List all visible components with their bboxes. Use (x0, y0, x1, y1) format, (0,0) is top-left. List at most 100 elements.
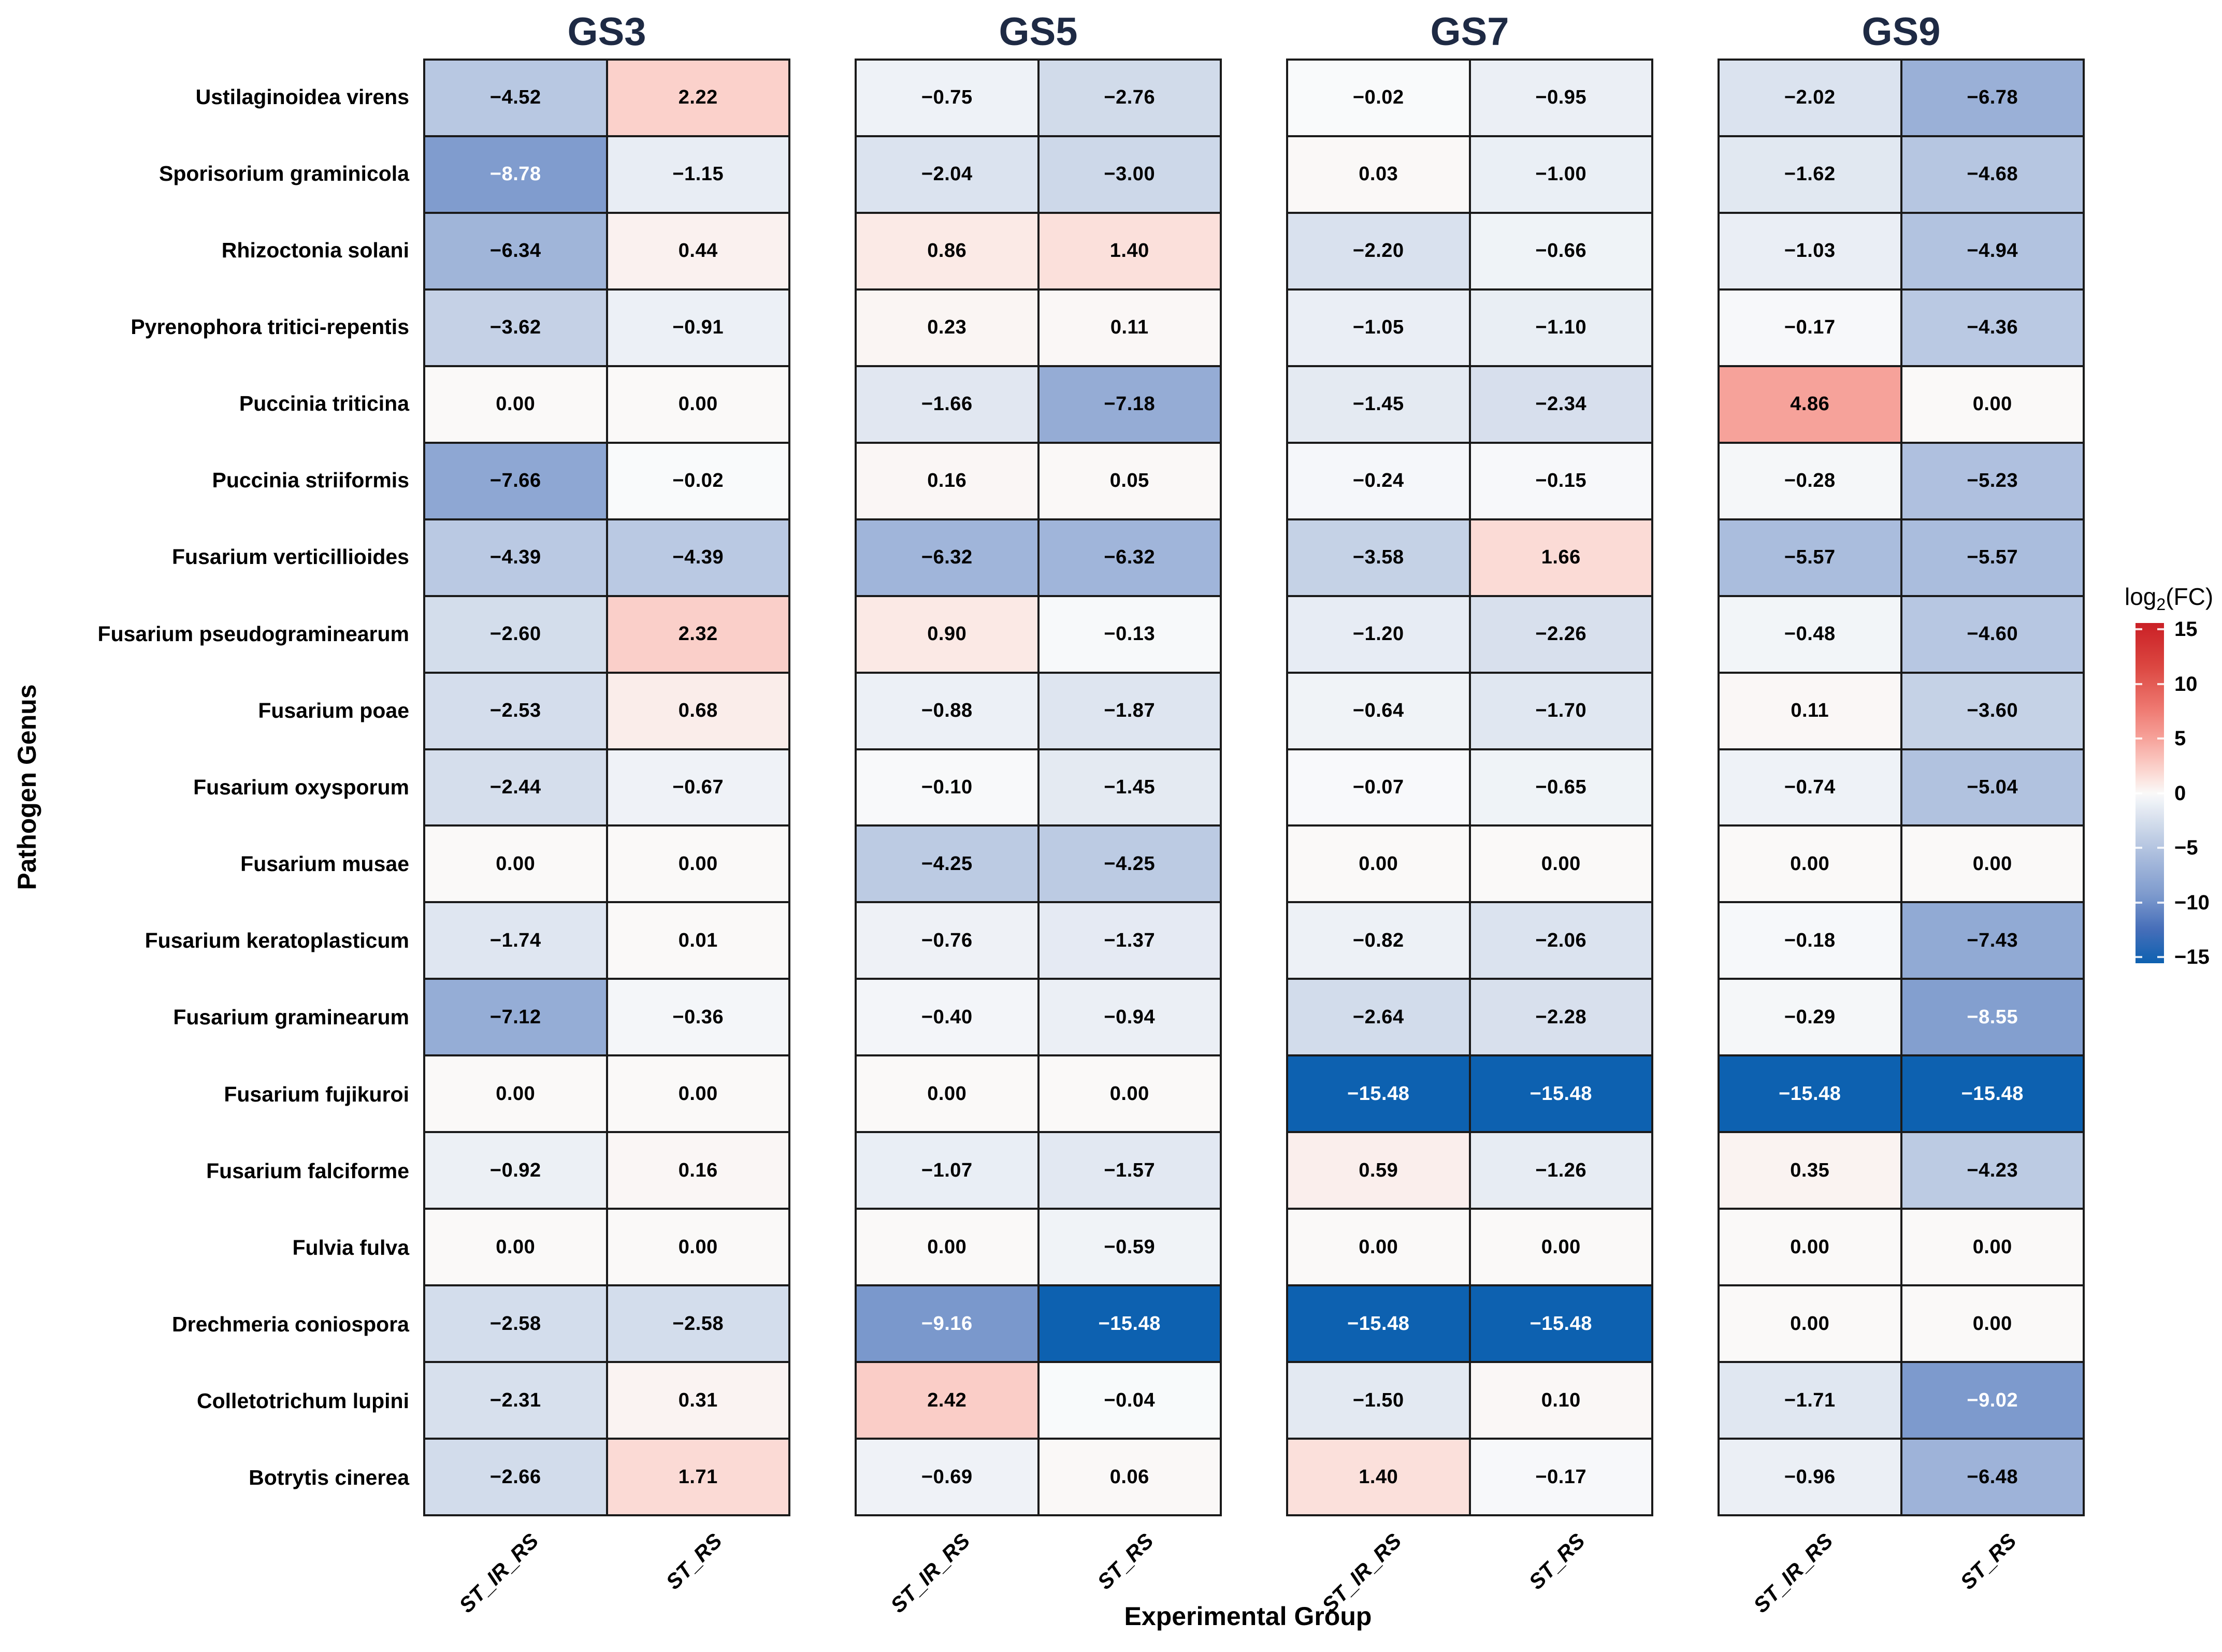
heatmap-cell: 0.00 (1902, 367, 2083, 442)
heatmap-cell: −0.48 (1720, 597, 1900, 672)
row-label: Fusarium falciforme (206, 1158, 409, 1183)
colorbar-tick-mark (2136, 792, 2142, 794)
row-label: Botrytis cinerea (249, 1466, 409, 1490)
heatmap-cell: 2.32 (608, 597, 788, 672)
heatmap-cell: −2.53 (425, 673, 606, 748)
heatmap-cell: −7.66 (425, 443, 606, 518)
heatmap-cell: −8.55 (1902, 980, 2083, 1055)
heatmap-cell: 0.00 (1902, 1210, 2083, 1285)
heatmap-cell: −0.91 (608, 290, 788, 365)
x-tick-label: ST_RS (661, 1529, 727, 1594)
heatmap-cell: −0.15 (1470, 443, 1651, 518)
colorbar-tick-mark (2157, 792, 2164, 794)
heatmap-cell: −4.36 (1902, 290, 2083, 365)
heatmap-cell: −0.74 (1720, 750, 1900, 825)
x-axis-title: Experimental Group (1124, 1602, 1372, 1631)
heatmap-cell: −4.23 (1902, 1133, 2083, 1208)
colorbar-tick-mark (2136, 956, 2142, 958)
row-label: Rhizoctonia solani (221, 238, 409, 262)
x-tick-label: ST_RS (1524, 1529, 1590, 1594)
heatmap-cell: −4.94 (1902, 213, 2083, 288)
panel-grid: −0.75 −2.76 −2.04 −3.00 0.86 1.40 0.23 0.11 −1.6… (855, 59, 1222, 1516)
heatmap-cell: −0.13 (1039, 597, 1220, 672)
colorbar-tick-label: 10 (2174, 672, 2198, 695)
heatmap-cell: −6.32 (857, 520, 1037, 595)
legend-title-subscript: 2 (2156, 595, 2166, 614)
heatmap-cell: −0.40 (857, 980, 1037, 1055)
heatmap-cell: −0.76 (857, 903, 1037, 978)
heatmap-cell: −15.48 (1288, 1056, 1469, 1132)
heatmap-cell: −2.26 (1470, 597, 1651, 672)
heatmap-cell: 1.71 (608, 1440, 788, 1514)
row-label: Fulvia fulva (292, 1235, 409, 1259)
heatmap-cell: 0.00 (425, 1056, 606, 1132)
heatmap-cell: 0.05 (1039, 443, 1220, 518)
row-label: Fusarium graminearum (173, 1005, 409, 1030)
heatmap-cell: −15.48 (1720, 1056, 1900, 1132)
heatmap-cell: −15.48 (1470, 1056, 1651, 1132)
heatmap-cell: −1.07 (857, 1133, 1037, 1208)
heatmap-cell: −1.05 (1288, 290, 1469, 365)
colorbar-tick-mark (2136, 683, 2142, 685)
heatmap-cell: −2.06 (1470, 903, 1651, 978)
heatmap-cell: 4.86 (1720, 367, 1900, 442)
heatmap-cell: −0.82 (1288, 903, 1469, 978)
heatmap-cell: −9.02 (1902, 1363, 2083, 1438)
heatmap-cell: 0.00 (425, 367, 606, 442)
panel-title: GS5 (999, 10, 1078, 54)
heatmap-cell: 0.00 (608, 1056, 788, 1132)
heatmap-cell: 0.00 (1720, 1210, 1900, 1285)
heatmap-cell: 0.00 (1470, 827, 1651, 902)
heatmap-cell: 0.00 (1720, 1286, 1900, 1361)
heatmap-cell: −2.58 (608, 1286, 788, 1361)
heatmap-cell: −2.64 (1288, 980, 1469, 1055)
heatmap-cell: −6.78 (1902, 61, 2083, 135)
heatmap-cell: 0.23 (857, 290, 1037, 365)
colorbar-tick-label: −10 (2174, 891, 2210, 914)
heatmap-cell: −0.67 (608, 750, 788, 825)
heatmap-cell: −2.60 (425, 597, 606, 672)
heatmap-cell: 0.00 (425, 827, 606, 902)
heatmap-cell: −6.32 (1039, 520, 1220, 595)
heatmap-cell: 0.00 (1288, 1210, 1469, 1285)
colorbar-tick-mark (2157, 628, 2164, 630)
heatmap-cell: −0.88 (857, 673, 1037, 748)
heatmap-cell: −1.37 (1039, 903, 1220, 978)
heatmap-cell: 0.59 (1288, 1133, 1469, 1208)
row-label: Fusarium musae (240, 852, 409, 876)
heatmap-cell: −4.25 (1039, 827, 1220, 902)
heatmap-cell: −0.04 (1039, 1363, 1220, 1438)
heatmap-cell: −3.62 (425, 290, 606, 365)
heatmap-cell: 0.35 (1720, 1133, 1900, 1208)
row-label: Ustilaginoidea virens (195, 84, 409, 109)
heatmap-cell: −9.16 (857, 1286, 1037, 1361)
panel-GS9: GS9 −2.02 −6.78 −1.62 −4.68 −1.03 −4.94 −0.17 −4… (1718, 0, 2085, 1652)
heatmap-cell: −1.50 (1288, 1363, 1469, 1438)
heatmap-cell: 0.00 (857, 1210, 1037, 1285)
colorbar-tick-label: 0 (2174, 781, 2186, 805)
heatmap-cell: −1.87 (1039, 673, 1220, 748)
panel-title: GS3 (567, 10, 646, 54)
panel-GS5: GS5 −0.75 −2.76 −2.04 −3.00 0.86 1.40 0.23 0.11−… (855, 0, 1222, 1652)
x-tick-label: ST_RS (1092, 1529, 1158, 1594)
heatmap-cell: −2.44 (425, 750, 606, 825)
heatmap-cell: −1.57 (1039, 1133, 1220, 1208)
panel-grid: −2.02 −6.78 −1.62 −4.68 −1.03 −4.94 −0.17 −4.36… (1718, 59, 2085, 1516)
heatmap-cell: 0.00 (608, 1210, 788, 1285)
heatmap-cell: 0.00 (608, 367, 788, 442)
heatmap-cell: −5.57 (1720, 520, 1900, 595)
heatmap-cell: −2.04 (857, 137, 1037, 212)
heatmap-cell: 0.86 (857, 213, 1037, 288)
heatmap-cell: −4.68 (1902, 137, 2083, 212)
heatmap-cell: −1.62 (1720, 137, 1900, 212)
heatmap-cell: 0.00 (1902, 1286, 2083, 1361)
legend-title-prefix: log (2125, 583, 2157, 610)
colorbar-tick-label: −5 (2174, 836, 2198, 859)
colorbar-tick-mark (2157, 737, 2164, 740)
row-label: Puccinia striiformis (212, 468, 409, 492)
row-label: Drechmeria coniospora (172, 1312, 409, 1337)
heatmap-cell: 0.11 (1039, 290, 1220, 365)
legend-title-suffix: (FC) (2166, 583, 2214, 610)
heatmap-cell: −0.92 (425, 1133, 606, 1208)
row-labels-column: Ustilaginoidea virens Sporisorium gramini… (0, 59, 409, 1516)
